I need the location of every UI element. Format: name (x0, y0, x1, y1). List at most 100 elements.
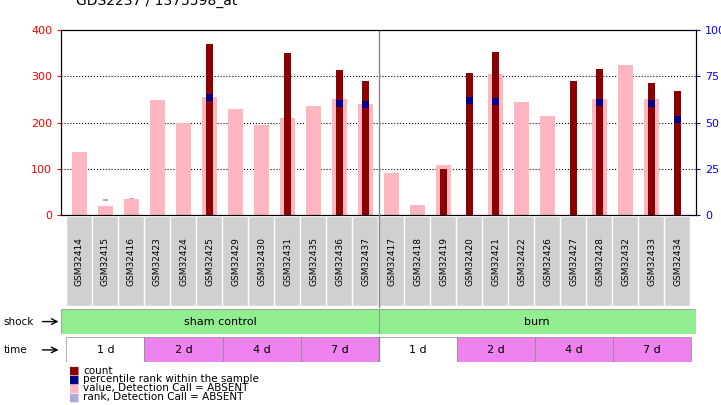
Bar (457, 217, 482, 306)
Bar (384, 173, 399, 215)
Bar (561, 217, 586, 306)
Bar (197, 217, 222, 306)
Text: sham control: sham control (184, 317, 256, 326)
Text: time: time (4, 345, 27, 355)
Text: shock: shock (4, 317, 34, 326)
Bar (124, 198, 138, 215)
Bar (587, 217, 612, 306)
Text: 7 d: 7 d (642, 345, 660, 355)
Bar (648, 83, 655, 215)
Bar (596, 68, 603, 215)
Bar (61, 309, 379, 334)
Bar (593, 100, 606, 215)
Text: GSM32430: GSM32430 (257, 237, 266, 286)
Text: GSM32433: GSM32433 (647, 237, 656, 286)
Bar (541, 115, 554, 215)
Bar (203, 97, 216, 215)
Bar (144, 337, 223, 362)
Bar (206, 94, 213, 101)
Bar (492, 53, 499, 215)
Text: GSM32420: GSM32420 (465, 237, 474, 286)
Text: GSM32427: GSM32427 (569, 237, 578, 286)
Bar (665, 217, 690, 306)
Text: GSM32414: GSM32414 (75, 237, 84, 286)
Bar (535, 217, 560, 306)
Text: GSM32435: GSM32435 (309, 237, 318, 286)
Bar (466, 97, 473, 104)
Bar (613, 337, 691, 362)
Bar (93, 217, 118, 306)
Bar (514, 102, 528, 215)
Bar (674, 91, 681, 215)
Bar (410, 205, 425, 215)
Bar (441, 168, 447, 215)
Text: GSM32423: GSM32423 (153, 237, 162, 286)
Text: GSM32415: GSM32415 (101, 237, 110, 286)
Bar (103, 199, 108, 201)
Bar (619, 65, 633, 215)
Text: GSM32432: GSM32432 (621, 237, 630, 286)
Bar (151, 100, 164, 215)
Bar (639, 217, 664, 306)
Bar (492, 98, 499, 105)
Bar (436, 165, 451, 215)
Bar (280, 118, 295, 215)
Bar (466, 73, 473, 215)
Bar (379, 309, 696, 334)
Bar (332, 100, 347, 215)
Bar (648, 100, 655, 107)
Bar (456, 337, 534, 362)
Bar (674, 115, 681, 122)
Bar (249, 217, 274, 306)
Text: count: count (83, 366, 112, 375)
Bar (206, 44, 213, 215)
Bar (488, 74, 503, 215)
Text: ■: ■ (68, 366, 79, 375)
Text: 4 d: 4 d (565, 345, 583, 355)
Bar (327, 217, 352, 306)
Bar (275, 217, 300, 306)
Bar (223, 217, 248, 306)
Bar (255, 125, 269, 215)
Bar (431, 217, 456, 306)
Text: 1 d: 1 d (97, 345, 115, 355)
Bar (362, 101, 368, 108)
Text: GSM32437: GSM32437 (361, 237, 370, 286)
Text: GSM32436: GSM32436 (335, 237, 344, 286)
Text: GSM32426: GSM32426 (543, 237, 552, 286)
Text: GSM32424: GSM32424 (179, 237, 188, 286)
Text: ■: ■ (68, 392, 79, 402)
Bar (129, 198, 134, 199)
Text: GSM32418: GSM32418 (413, 237, 422, 286)
Bar (353, 217, 378, 306)
Bar (509, 217, 534, 306)
Text: ■: ■ (68, 375, 79, 384)
Bar (306, 107, 321, 215)
Bar (66, 337, 144, 362)
Text: 4 d: 4 d (252, 345, 270, 355)
Text: percentile rank within the sample: percentile rank within the sample (83, 375, 259, 384)
Text: 1 d: 1 d (409, 345, 426, 355)
Text: 7 d: 7 d (331, 345, 348, 355)
Bar (301, 337, 379, 362)
Text: GSM32417: GSM32417 (387, 237, 396, 286)
Bar (177, 122, 190, 215)
Text: GSM32416: GSM32416 (127, 237, 136, 286)
Text: GDS2237 / 1375598_at: GDS2237 / 1375598_at (76, 0, 237, 8)
Text: rank, Detection Call = ABSENT: rank, Detection Call = ABSENT (83, 392, 243, 402)
Text: burn: burn (524, 317, 550, 326)
Text: GSM32425: GSM32425 (205, 237, 214, 286)
Bar (645, 100, 659, 215)
Bar (405, 217, 430, 306)
Bar (358, 104, 373, 215)
Text: GSM32431: GSM32431 (283, 237, 292, 286)
Text: 2 d: 2 d (174, 345, 193, 355)
Bar (362, 81, 368, 215)
Text: value, Detection Call = ABSENT: value, Detection Call = ABSENT (83, 384, 248, 393)
Bar (379, 337, 456, 362)
Bar (534, 337, 613, 362)
Text: GSM32428: GSM32428 (595, 237, 604, 286)
Bar (379, 217, 404, 306)
Bar (72, 152, 87, 215)
Bar (613, 217, 638, 306)
